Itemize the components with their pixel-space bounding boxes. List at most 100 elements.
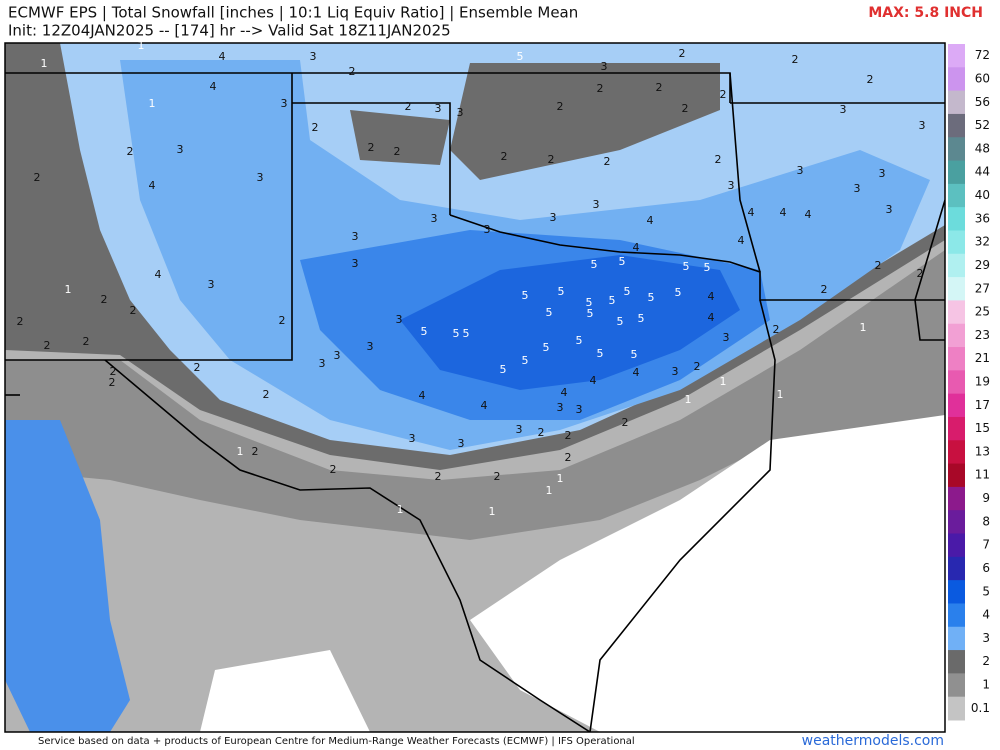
map-value: 3 bbox=[550, 211, 557, 224]
map-value: 2 bbox=[715, 153, 722, 166]
map-value: 3 bbox=[208, 278, 215, 291]
legend-label: 1 bbox=[982, 678, 990, 692]
map-value: 2 bbox=[773, 323, 780, 336]
map-value: 4 bbox=[219, 50, 226, 63]
legend-label: 17 bbox=[975, 398, 990, 412]
map-value: 3 bbox=[431, 212, 438, 225]
map-value: 5 bbox=[500, 363, 507, 376]
map-value: 2 bbox=[252, 445, 259, 458]
legend-swatch bbox=[948, 486, 965, 511]
map-value: 4 bbox=[561, 386, 568, 399]
legend-swatch bbox=[948, 416, 965, 441]
map-value: 5 bbox=[522, 354, 529, 367]
title: ECMWF EPS | Total Snowfall [inches | 10:… bbox=[8, 4, 578, 22]
map-value: 2 bbox=[130, 304, 137, 317]
map-value: 3 bbox=[409, 432, 416, 445]
map-value: 5 bbox=[704, 261, 711, 274]
map-value: 2 bbox=[720, 88, 727, 101]
legend-label: 60 bbox=[975, 71, 990, 85]
map-value: 1 bbox=[720, 375, 727, 388]
legend-label: 21 bbox=[975, 351, 990, 365]
map-value: 2 bbox=[821, 283, 828, 296]
map-value: 2 bbox=[405, 100, 412, 113]
legend-swatch bbox=[948, 113, 965, 138]
map-value: 1 bbox=[65, 283, 72, 296]
map-value: 2 bbox=[792, 53, 799, 66]
legend-swatch bbox=[948, 323, 965, 348]
legend-swatch bbox=[948, 44, 965, 68]
map-value: 2 bbox=[312, 121, 319, 134]
map-value: 5 bbox=[421, 325, 428, 338]
map-value: 3 bbox=[672, 365, 679, 378]
map-value: 3 bbox=[484, 223, 491, 236]
legend-label: 36 bbox=[975, 211, 990, 225]
map-value: 2 bbox=[279, 314, 286, 327]
map-value: 3 bbox=[457, 106, 464, 119]
map-value: 5 bbox=[591, 258, 598, 271]
map-value: 2 bbox=[17, 315, 24, 328]
legend-label: 6 bbox=[982, 561, 990, 575]
map-value: 2 bbox=[557, 100, 564, 113]
legend-label: 3 bbox=[982, 631, 990, 645]
map-value: 2 bbox=[694, 360, 701, 373]
map-value: 5 bbox=[453, 327, 460, 340]
map-value: 3 bbox=[310, 50, 317, 63]
map-value: 3 bbox=[557, 401, 564, 414]
map-value: 2 bbox=[622, 416, 629, 429]
legend-swatch bbox=[948, 533, 965, 558]
map-value: 2 bbox=[565, 451, 572, 464]
map-value: 4 bbox=[210, 80, 217, 93]
no-snow-sw bbox=[200, 650, 370, 732]
map-value: 1 bbox=[777, 388, 784, 401]
legend-swatch bbox=[948, 183, 965, 208]
map-value: 2 bbox=[494, 470, 501, 483]
legend-label: 44 bbox=[975, 165, 990, 179]
map bbox=[4, 42, 946, 733]
legend-swatch bbox=[948, 580, 965, 604]
dark-gray-north bbox=[350, 63, 720, 180]
map-value: 2 bbox=[656, 81, 663, 94]
legend-swatch bbox=[948, 277, 965, 301]
map-frame bbox=[4, 42, 946, 733]
map-value: 5 bbox=[576, 334, 583, 347]
map-value: 2 bbox=[565, 429, 572, 442]
map-value: 2 bbox=[435, 470, 442, 483]
blue-west bbox=[5, 420, 130, 732]
legend-swatch bbox=[948, 603, 965, 628]
map-value: 2 bbox=[330, 463, 337, 476]
map-value: 1 bbox=[489, 505, 496, 518]
legend-swatch bbox=[948, 347, 965, 371]
map-value: 2 bbox=[679, 47, 686, 60]
map-value: 5 bbox=[597, 347, 604, 360]
legend-label: 0.1 bbox=[971, 701, 990, 715]
legend-label: 23 bbox=[975, 328, 990, 342]
map-value: 3 bbox=[723, 331, 730, 344]
blue-4 bbox=[400, 255, 740, 390]
map-value: 5 bbox=[463, 327, 470, 340]
max-value: MAX: 5.8 INCH bbox=[868, 5, 983, 21]
legend-swatch bbox=[948, 440, 965, 465]
map-value: 1 bbox=[237, 445, 244, 458]
map-value: 5 bbox=[522, 289, 529, 302]
map-value: 2 bbox=[109, 376, 116, 389]
map-value: 4 bbox=[748, 206, 755, 219]
legend-swatch bbox=[948, 300, 965, 325]
map-value: 4 bbox=[481, 399, 488, 412]
map-value: 1 bbox=[860, 321, 867, 334]
map-value: 4 bbox=[708, 290, 715, 303]
legend-swatch bbox=[948, 253, 965, 278]
map-value: 2 bbox=[597, 82, 604, 95]
map-value: 5 bbox=[675, 286, 682, 299]
map-value: 1 bbox=[546, 484, 553, 497]
site: weathermodels.com bbox=[802, 733, 944, 749]
legend-swatch bbox=[948, 673, 965, 698]
map-value: 2 bbox=[548, 153, 555, 166]
map-value: 2 bbox=[101, 293, 108, 306]
map-value: 4 bbox=[149, 179, 156, 192]
map-value: 1 bbox=[685, 393, 692, 406]
legend-label: 7 bbox=[982, 538, 990, 552]
map-value: 5 bbox=[609, 294, 616, 307]
map-value: 3 bbox=[458, 437, 465, 450]
legend-label: 40 bbox=[975, 188, 990, 202]
